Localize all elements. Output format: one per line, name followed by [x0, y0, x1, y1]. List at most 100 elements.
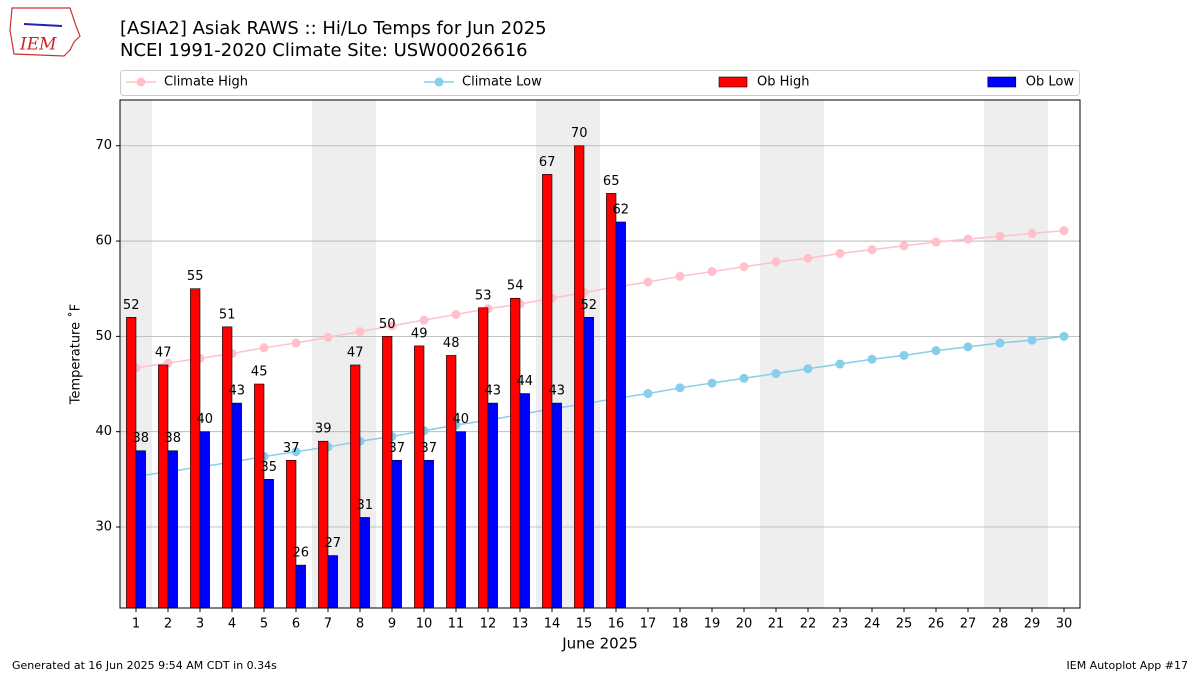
data-label: 51 — [219, 307, 236, 322]
x-tick-label: 2 — [164, 617, 172, 632]
data-label: 48 — [443, 336, 460, 351]
bar — [583, 317, 594, 609]
x-tick-label: 18 — [672, 617, 689, 632]
point — [1027, 228, 1037, 238]
data-label: 70 — [571, 126, 588, 141]
bar — [350, 364, 361, 609]
point — [643, 277, 653, 287]
data-label: 67 — [539, 155, 556, 170]
x-tick-label: 27 — [960, 617, 977, 632]
point — [451, 309, 461, 319]
data-label: 65 — [603, 174, 620, 189]
point — [259, 343, 269, 353]
point — [355, 327, 365, 337]
weekend-band — [760, 100, 792, 608]
y-tick-label: 50 — [95, 329, 112, 344]
point — [771, 257, 781, 267]
x-tick-label: 13 — [512, 617, 529, 632]
x-tick-label: 8 — [356, 617, 364, 632]
x-axis-label: June 2025 — [561, 635, 638, 653]
bar — [126, 317, 137, 609]
point — [867, 245, 877, 255]
x-tick-label: 7 — [324, 617, 332, 632]
bar — [231, 402, 242, 609]
point — [899, 350, 909, 360]
y-tick-label: 30 — [95, 519, 112, 534]
chart-title: [ASIA2] Asiak RAWS :: Hi/Lo Temps for Ju… — [120, 18, 547, 39]
point — [707, 378, 717, 388]
x-tick-label: 21 — [768, 617, 785, 632]
point — [643, 389, 653, 399]
data-label: 52 — [123, 298, 140, 313]
point — [1059, 331, 1069, 341]
bar — [254, 383, 265, 609]
legend-box — [120, 70, 1080, 96]
x-tick-label: 11 — [448, 617, 465, 632]
point — [739, 373, 749, 383]
weekend-band — [984, 100, 1016, 608]
data-label: 47 — [155, 345, 172, 360]
bar — [414, 345, 425, 609]
point — [291, 447, 301, 457]
bar — [446, 355, 457, 609]
footer-left: Generated at 16 Jun 2025 9:54 AM CDT in … — [12, 659, 277, 672]
bar — [263, 479, 274, 609]
data-label: 52 — [581, 298, 598, 313]
bar — [519, 393, 530, 609]
data-label: 40 — [453, 412, 470, 427]
data-label: 45 — [251, 365, 268, 380]
x-tick-label: 6 — [292, 617, 300, 632]
point — [803, 364, 813, 374]
data-label: 50 — [379, 317, 396, 332]
logo: IEM — [9, 7, 81, 57]
data-label: 54 — [507, 279, 524, 294]
point — [675, 271, 685, 281]
y-tick-label: 60 — [95, 234, 112, 249]
line — [135, 335, 1065, 478]
bar — [222, 326, 233, 609]
point — [387, 321, 397, 331]
bar — [295, 564, 306, 609]
legend-label: Ob Low — [1026, 75, 1075, 90]
data-label: 44 — [517, 374, 534, 389]
legend-marker — [136, 77, 146, 87]
point — [931, 346, 941, 356]
bar — [455, 431, 466, 609]
point — [963, 342, 973, 352]
footer-right: IEM Autoplot App #17 — [1067, 659, 1189, 672]
point — [963, 234, 973, 244]
y-tick-label: 40 — [95, 424, 112, 439]
point — [771, 369, 781, 379]
logo-mark — [23, 23, 63, 27]
legend-marker — [434, 77, 444, 87]
point — [835, 248, 845, 258]
x-tick-label: 19 — [704, 617, 721, 632]
plot-frame — [119, 99, 1081, 609]
point — [291, 338, 301, 348]
x-tick-label: 26 — [928, 617, 945, 632]
data-label: 43 — [485, 384, 502, 399]
data-label: 43 — [549, 384, 566, 399]
logo-text: IEM — [19, 35, 57, 55]
point — [899, 241, 909, 251]
point — [803, 253, 813, 263]
point — [1027, 335, 1037, 345]
data-label: 39 — [315, 422, 332, 437]
bar — [190, 288, 201, 609]
x-tick-label: 3 — [196, 617, 204, 632]
y-axis-label: Temperature ˚F — [68, 304, 84, 405]
point — [675, 383, 685, 393]
bar — [510, 297, 521, 609]
x-tick-label: 15 — [576, 617, 593, 632]
data-label: 40 — [197, 412, 214, 427]
bar — [199, 431, 210, 609]
x-tick-label: 16 — [608, 617, 625, 632]
point — [931, 237, 941, 247]
data-label: 47 — [347, 345, 364, 360]
data-label: 49 — [411, 326, 428, 341]
point — [1059, 226, 1069, 236]
bar — [574, 145, 585, 609]
legend-label: Climate High — [164, 75, 248, 90]
x-tick-label: 30 — [1056, 617, 1073, 632]
bar — [615, 221, 626, 609]
